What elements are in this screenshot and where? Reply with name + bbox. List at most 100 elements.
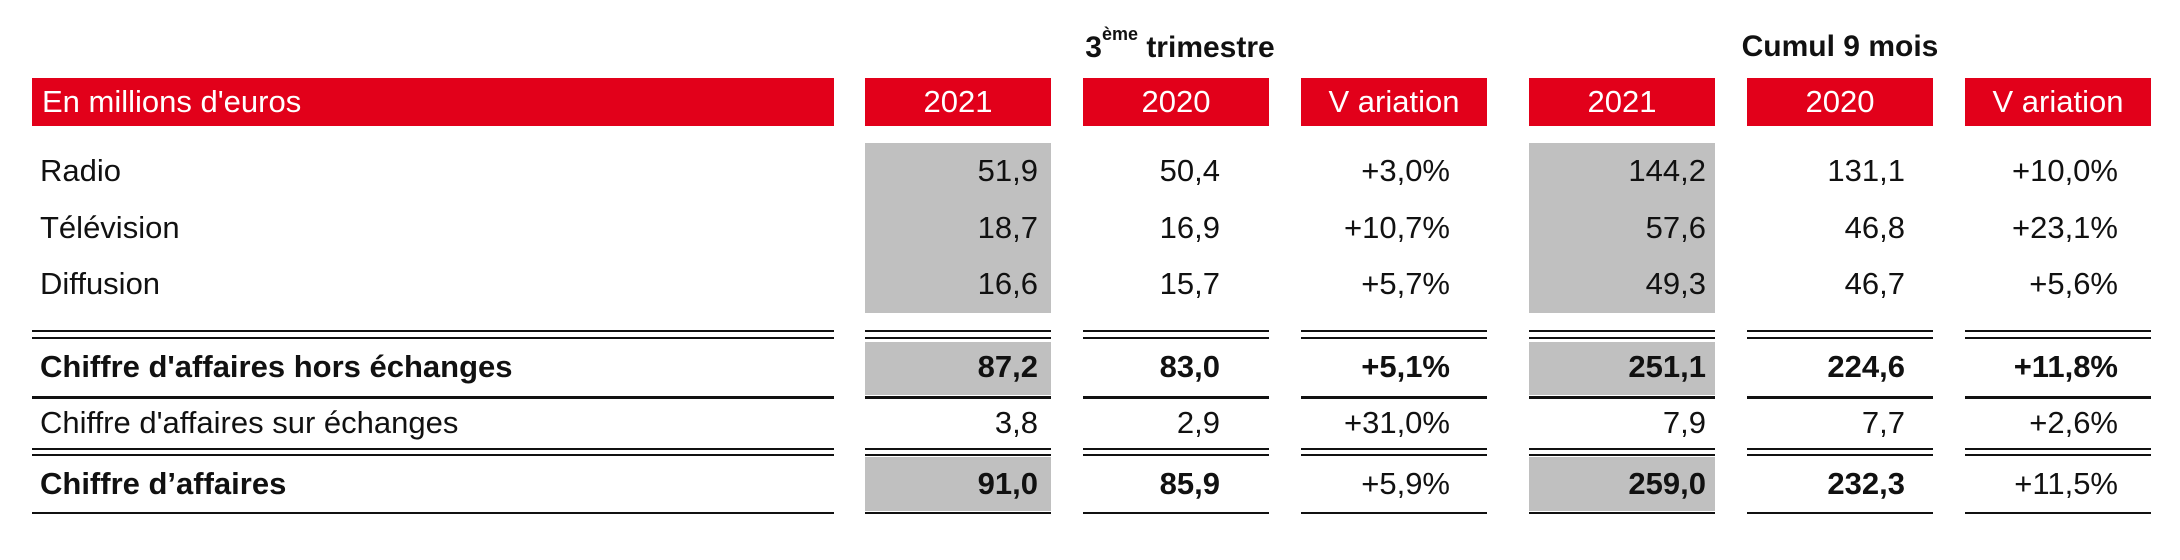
- rule-bottom-col-3: [1529, 512, 1715, 514]
- header-label: En millions d'euros: [32, 78, 834, 126]
- row-label-diffusion: Diffusion: [40, 266, 161, 301]
- table-cell: +5,1%: [1361, 349, 1450, 384]
- rule-double-3-col-5: [1965, 448, 2151, 450]
- header-col-q-2021: 2021: [865, 78, 1051, 126]
- table-cell: 46,7: [1844, 266, 1905, 301]
- table-cell: +23,1%: [2011, 210, 2118, 245]
- table-cell: 85,9: [1159, 466, 1220, 501]
- rule-double-3-col-4: [1747, 448, 1933, 450]
- table-cell: 83,0: [1159, 349, 1220, 384]
- rule-double-4-col-0: [865, 454, 1051, 456]
- quarter-number: 3: [1085, 31, 1102, 64]
- row-label-radio: Radio: [40, 153, 121, 188]
- header-col-c-2020: 2020: [1747, 78, 1933, 126]
- rule-after-hors-col-4: [1747, 396, 1933, 399]
- rule-double-3-label: [32, 448, 834, 450]
- rule-double-1-label: [32, 330, 834, 332]
- rule-double-4-col-3: [1529, 454, 1715, 456]
- table-cell: +10,0%: [2011, 153, 2118, 188]
- table-cell: +11,5%: [2014, 466, 2118, 501]
- rule-double-3-col-3: [1529, 448, 1715, 450]
- rule-after-hors: [32, 396, 834, 399]
- row-label-hors-echanges: Chiffre d'affaires hors échanges: [40, 349, 513, 384]
- table-cell: +3,0%: [1361, 153, 1450, 188]
- rule-bottom-col-5: [1965, 512, 2151, 514]
- table-cell: +31,0%: [1343, 405, 1450, 440]
- row-label-television: Télévision: [40, 210, 180, 245]
- table-cell: 16,9: [1159, 210, 1220, 245]
- rule-double-1-col-5: [1965, 330, 2151, 332]
- rule-double-3-col-0: [865, 448, 1051, 450]
- rule-double-3-col-1: [1083, 448, 1269, 450]
- table-cell: 46,8: [1844, 210, 1905, 245]
- highlight-q2021-top: [865, 143, 1051, 313]
- table-cell: 91,0: [977, 466, 1038, 501]
- rule-after-hors-col-2: [1301, 396, 1487, 399]
- rule-bottom-label: [32, 512, 834, 514]
- rule-after-hors-col-1: [1083, 396, 1269, 399]
- rule-bottom-col-0: [865, 512, 1051, 514]
- rule-double-2-col-3: [1529, 337, 1715, 339]
- table-cell: 131,1: [1827, 153, 1905, 188]
- rule-double-4-col-5: [1965, 454, 2151, 456]
- table-cell: 51,9: [977, 153, 1038, 188]
- rule-double-3-col-2: [1301, 448, 1487, 450]
- highlight-c2021-total: [1529, 457, 1715, 511]
- table-cell: 18,7: [977, 210, 1038, 245]
- rule-double-1-col-1: [1083, 330, 1269, 332]
- rule-double-2-col-4: [1747, 337, 1933, 339]
- table-cell: 49,3: [1645, 266, 1706, 301]
- table-cell: 2,9: [1176, 405, 1220, 440]
- rule-bottom-col-1: [1083, 512, 1269, 514]
- table-cell: 232,3: [1827, 466, 1905, 501]
- rule-after-hors-col-0: [865, 396, 1051, 399]
- rule-double-1-col-3: [1529, 330, 1715, 332]
- row-label-sur-echanges: Chiffre d'affaires sur échanges: [40, 405, 459, 440]
- rule-double-2-label: [32, 337, 834, 339]
- rule-bottom-col-4: [1747, 512, 1933, 514]
- rule-after-hors-col-3: [1529, 396, 1715, 399]
- table-cell: +10,7%: [1343, 210, 1450, 245]
- rule-double-1-col-4: [1747, 330, 1933, 332]
- header-col-q-2020: 2020: [1083, 78, 1269, 126]
- table-cell: 16,6: [977, 266, 1038, 301]
- rule-double-2-col-1: [1083, 337, 1269, 339]
- cumulative-group-title: Cumul 9 mois: [1741, 30, 1939, 63]
- rule-after-hors-col-5: [1965, 396, 2151, 399]
- rule-bottom-col-2: [1301, 512, 1487, 514]
- table-cell: 251,1: [1628, 349, 1706, 384]
- rule-double-4-col-4: [1747, 454, 1933, 456]
- rule-double-4-label: [32, 454, 834, 456]
- rule-double-4-col-1: [1083, 454, 1269, 456]
- highlight-c2021-top: [1529, 143, 1715, 313]
- rule-double-2-col-5: [1965, 337, 2151, 339]
- quarter-superscript: ème: [1101, 24, 1138, 44]
- table-cell: 57,6: [1645, 210, 1706, 245]
- header-col-c-2021: 2021: [1529, 78, 1715, 126]
- quarter-word: trimestre: [1137, 31, 1275, 64]
- row-label-chiffre-affaires: Chiffre d’affaires: [40, 466, 287, 501]
- table-cell: 15,7: [1159, 266, 1220, 301]
- table-cell: 7,7: [1861, 405, 1905, 440]
- rule-double-2-col-2: [1301, 337, 1487, 339]
- rule-double-4-col-2: [1301, 454, 1487, 456]
- table-cell: 144,2: [1628, 153, 1706, 188]
- table-cell: +11,8%: [2013, 349, 2118, 384]
- table-cell: 7,9: [1662, 405, 1706, 440]
- rule-double-2-col-0: [865, 337, 1051, 339]
- rule-double-1-col-0: [865, 330, 1051, 332]
- table-cell: 224,6: [1827, 349, 1905, 384]
- table-cell: +2,6%: [2029, 405, 2118, 440]
- table-cell: +5,6%: [2029, 266, 2118, 301]
- table-cell: +5,9%: [1361, 466, 1450, 501]
- rule-double-1-col-2: [1301, 330, 1487, 332]
- header-col-q-variation: V ariation: [1301, 78, 1487, 126]
- highlight-q2021-hors: [865, 342, 1051, 395]
- table-cell: 3,8: [994, 405, 1038, 440]
- table-cell: 50,4: [1159, 153, 1220, 188]
- table-cell: +5,7%: [1361, 266, 1450, 301]
- highlight-q2021-total: [865, 457, 1051, 511]
- header-col-c-variation: V ariation: [1965, 78, 2151, 126]
- table-cell: 87,2: [977, 349, 1038, 384]
- table-cell: 259,0: [1628, 466, 1706, 501]
